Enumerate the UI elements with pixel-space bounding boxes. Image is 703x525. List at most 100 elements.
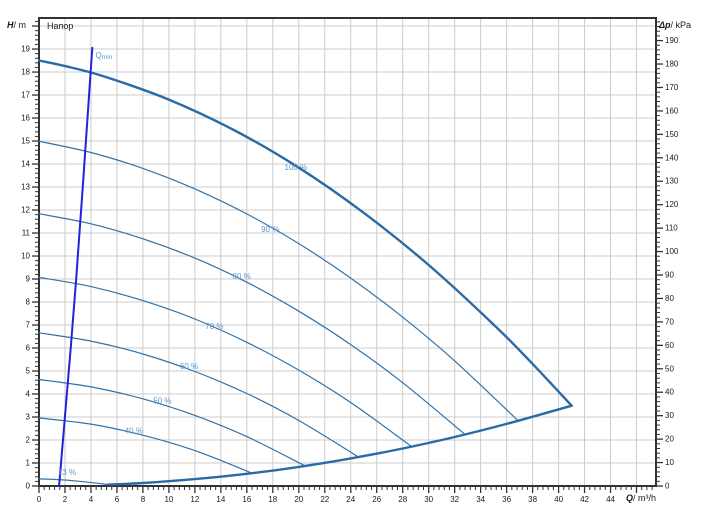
tick-label: 2 [63,495,68,504]
x-axis-symbol: Q [626,493,634,503]
x-axis-label: Q/ m³/h [626,493,656,503]
tick-label: 2 [26,436,31,445]
axis-ticks [32,20,663,493]
tick-label: 100 [665,247,679,256]
tick-label: 50 [665,364,674,373]
tick-label: 50 % [153,397,171,406]
left-axis-symbol: H [7,20,14,30]
tick-label: 140 [665,153,679,162]
tick-label: 0 [26,482,31,491]
tick-label: 8 [141,495,146,504]
tick-label: 7 [26,321,31,330]
curve-qmax-boundary [107,404,573,486]
tick-label: 16 [242,495,251,504]
tick-label: 17 [21,91,30,100]
tick-label: 1 [26,459,31,468]
tick-label: 110 [665,224,678,233]
tick-label: 13 [21,183,30,192]
tick-label: 3 [26,413,31,422]
tick-label: 18 [21,68,30,77]
tick-label: 70 % [205,322,223,331]
tick-label: 10 [21,252,30,261]
tick-label: 15 [21,137,30,146]
tick-label: 26 [372,495,381,504]
curve-qmin-limit [58,46,94,487]
tick-label: 38 [528,495,537,504]
plot-frame [38,17,657,487]
tick-label: 20 [294,495,303,504]
grid-lines [39,18,656,486]
left-axis-unit: / m [13,20,27,30]
tick-label: 6 [115,495,120,504]
tick-label: 10 [665,458,674,467]
tick-label: 18 [268,495,277,504]
tick-label: 30 [424,495,433,504]
tick-label: 9 [26,275,31,284]
curve-speed-70 [38,276,413,448]
tick-label: 14 [216,495,225,504]
tick-label: 19 [21,45,30,54]
right-axis-label: Δp/ kPa [659,20,691,30]
tick-label: 150 [665,130,679,139]
tick-label: 14 [21,160,30,169]
speed-curves [37,46,573,487]
curve-speed-40 [38,417,253,474]
tick-label: 160 [665,106,679,115]
tick-label: 22 [320,495,329,504]
curve-speed-60 [38,332,360,458]
tick-label: 70 [665,317,674,326]
x-axis-unit: / m³/h [633,493,657,503]
tick-label: 16 [21,114,30,123]
tick-label: 40 % [125,427,143,436]
tick-label: 90 % [261,225,279,234]
tick-label: 20 [665,435,674,444]
tick-label: 40 [554,495,563,504]
right-axis-symbol: Δp [659,20,671,30]
tick-label: 44 [606,495,615,504]
tick-label: 11 [22,229,31,238]
tick-label: 60 [665,341,674,350]
tick-label: 100 % [285,163,308,172]
tick-label: 0 [665,482,670,491]
tick-label: 120 [665,200,679,209]
qmin-label: Qmin [96,51,113,61]
tick-label: 4 [89,495,94,504]
tick-label: 32 [450,495,459,504]
tick-label: 28 [398,495,407,504]
tick-label: 90 [665,271,674,280]
tick-label: 12 [21,206,30,215]
tick-label: 0 [37,495,42,504]
right-axis-unit: / kPa [670,20,692,30]
left-axis-label: H/ m [7,20,26,30]
curve-speed-50 [38,378,306,467]
tick-label: 30 [665,411,674,420]
tick-label: 6 [26,344,31,353]
tick-label: 8 [26,298,31,307]
tick-label: 24 [346,495,355,504]
tick-label: 190 [665,36,679,45]
curve-speed-80 [38,213,466,436]
tick-label: 180 [665,60,679,69]
tick-label: 60 % [180,362,198,371]
curve-labels: 100 % 90 % 80 % 70 % 60 % 50 % 40 % 13 % Qmin [58,51,307,477]
tick-label: 42 [580,495,589,504]
chart-title: Напор [47,21,74,31]
tick-label: 170 [665,83,679,92]
tick-labels: 0 2 4 6 8 10 12 14 16 18 20 22 24 26 28 30 32 34 36 38 40 42 4… [21,36,679,504]
tick-label: 12 [190,495,199,504]
tick-label: 13 % [58,468,76,477]
curve-speed-13 [38,478,109,486]
tick-label: 130 [665,177,679,186]
tick-label: 4 [26,390,31,399]
tick-label: 80 [665,294,674,303]
tick-label: 5 [26,367,31,376]
tick-label: 40 [665,388,674,397]
tick-label: 80 % [233,272,251,281]
tick-label: 10 [164,495,173,504]
curve-speed-90 [38,140,519,422]
curve-speed-100 [37,59,573,407]
tick-label: 34 [476,495,485,504]
tick-label: 36 [502,495,511,504]
